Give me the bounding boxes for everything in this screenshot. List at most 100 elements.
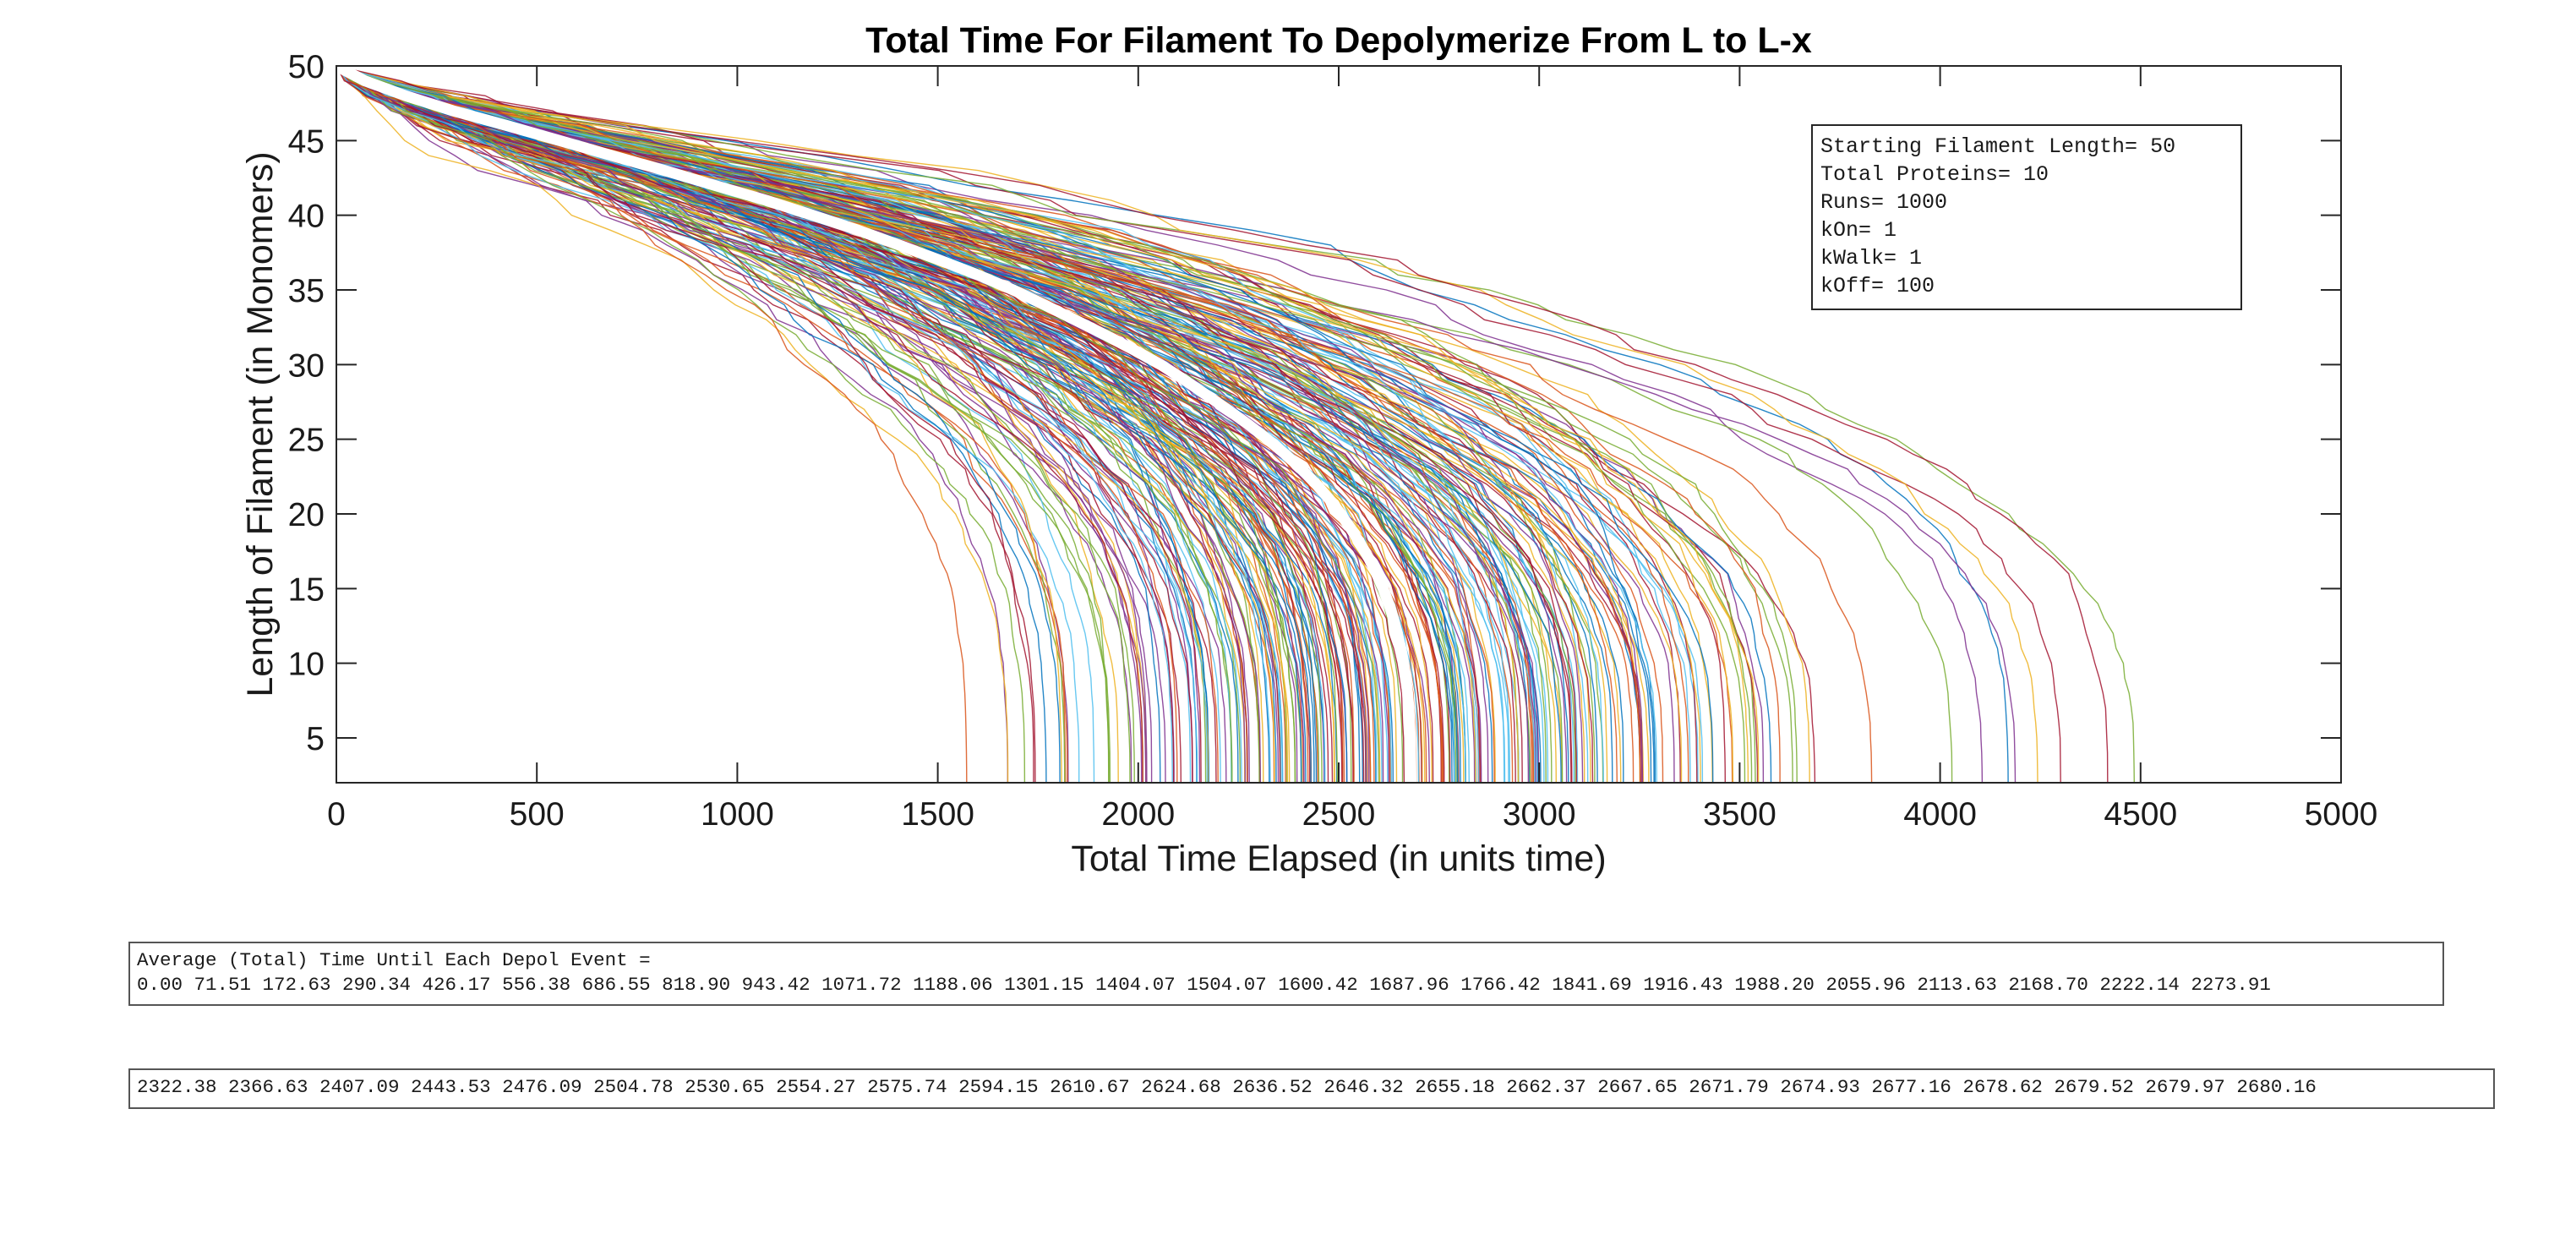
run-line [336,66,1641,783]
x-axis: 0 500 1000 1500 2000 2500 3000 3500 4000 4500 5000 [327,66,2377,833]
x-tick-label: 3500 [1703,796,1776,833]
average-times-values-2: 2322.38 2366.63 2407.09 2443.53 2476.09 … [137,1076,2317,1098]
run-line [336,66,1219,783]
run-line [336,66,1209,783]
mean-series-line [336,66,1416,783]
run-line [336,66,1095,783]
run-line [336,66,1457,783]
run-line [336,66,1480,783]
run-line [336,66,1182,783]
run-line [336,66,2109,783]
y-tick-label: 25 [288,423,325,459]
y-tick-label: 50 [288,49,325,85]
legend-line-kwalk: kWalk= 1 [1820,246,1922,270]
run-line [336,66,1110,783]
run-line [336,66,1143,783]
run-line [336,66,1334,783]
run-line [336,66,1476,783]
run-line [336,66,2038,783]
legend-line-length: Starting Filament Length= 50 [1820,134,2175,159]
run-line [336,66,1178,783]
run-line [336,66,1644,783]
run-line [336,66,1798,783]
legend-line-koff: kOff= 100 [1820,274,1935,298]
y-tick-label: 35 [288,273,325,309]
run-line [336,66,1323,783]
run-line [336,66,1753,783]
x-tick-label: 4000 [1903,796,1977,833]
chart-title: Total Time For Filament To Depolymerize … [865,20,1812,61]
run-line [336,66,1288,783]
run-line [336,66,1746,783]
run-line [336,66,1453,783]
average-times-values-1: 0.00 71.51 172.63 290.34 426.17 556.38 6… [137,974,2271,996]
y-tick-label: 5 [306,721,325,757]
legend-line-proteins: Total Proteins= 10 [1820,162,2049,187]
y-tick-label: 10 [288,647,325,683]
run-line [336,66,1026,783]
x-tick-label: 1000 [701,796,774,833]
run-line [336,66,1536,783]
average-times-box: Average (Total) Time Until Each Depol Ev… [128,942,2444,1006]
y-tick-label: 15 [288,571,325,608]
x-tick-label: 0 [327,796,346,833]
y-tick-label: 40 [288,199,325,235]
run-line [336,66,1271,783]
y-tick-label: 20 [288,497,325,533]
run-line [336,66,1068,783]
run-line [336,66,1296,783]
run-line [336,66,1530,783]
x-tick-label: 3000 [1503,796,1576,833]
y-axis-label: Length of Filament (in Monomers) [240,151,281,697]
run-line [336,66,1781,783]
average-times-heading: Average (Total) Time Until Each Depol Ev… [137,949,651,971]
run-line [336,66,1520,783]
legend-line-kon: kOn= 1 [1820,218,1897,243]
x-tick-label: 5000 [2305,796,2378,833]
x-tick-label: 2000 [1101,796,1175,833]
x-tick-label: 2500 [1302,796,1376,833]
y-tick-label: 30 [288,347,325,384]
y-axis: 5 10 15 20 25 30 35 40 45 50 [288,49,2341,757]
run-line [336,66,1335,783]
run-line [336,66,1689,783]
run-line [336,66,1760,783]
run-line [336,66,1495,783]
run-line [336,66,1309,783]
run-line [336,66,1481,783]
run-line [336,66,1246,783]
run-line [336,66,1793,783]
run-line [336,66,1365,783]
run-line [336,66,1520,783]
run-line [336,66,968,783]
x-axis-label: Total Time Elapsed (in units time) [1071,839,1606,879]
average-times-continued-box: 2322.38 2366.63 2407.09 2443.53 2476.09 … [128,1068,2495,1109]
run-line [336,66,1348,783]
run-line [336,66,1131,783]
run-line [336,66,1516,783]
run-line [336,66,1034,783]
run-line [336,66,1445,783]
run-line [336,66,1066,783]
run-line [336,66,1675,783]
legend-line-runs: Runs= 1000 [1820,190,1947,215]
run-line [336,66,2135,783]
x-tick-label: 500 [510,796,565,833]
run-line [336,66,1657,783]
run-line [336,66,1664,783]
run-line [336,66,1312,783]
run-line [336,66,1380,783]
run-line [336,66,1557,783]
run-line [336,66,1816,783]
run-line [336,66,1047,783]
run-line [336,66,1335,783]
legend-box: Starting Filament Length= 50 Total Prote… [1811,124,2242,310]
x-tick-label: 1500 [901,796,974,833]
run-line [336,66,1604,783]
run-line [336,66,1496,783]
run-line [336,66,1540,783]
run-line [336,66,1772,783]
run-line [336,66,1691,783]
run-line [336,66,1545,783]
